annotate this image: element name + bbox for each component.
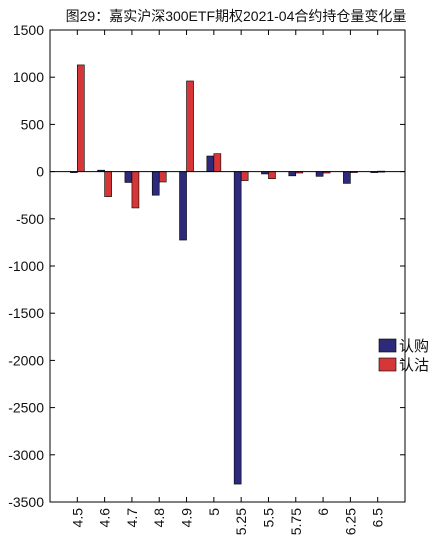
x-tick-label: 5.25 — [233, 508, 249, 535]
y-axis-ticks: 1500 1000 500 0 -500 -1000 -1500 -2000 -2500 -300… — [8, 22, 405, 510]
x-axis-ticks: 4.5 4.6 4.7 4.8 4.9 5 5.25 5.5 5.75 6 6.25 6.5 — [69, 30, 386, 535]
x-tick-label: 4.8 — [151, 508, 167, 528]
bar-call — [124, 171, 133, 183]
bar-put — [240, 171, 249, 181]
x-tick-label: 6 — [315, 508, 331, 516]
x-tick-label: 4.6 — [97, 508, 113, 528]
y-tick-label: 0 — [36, 164, 44, 180]
bar-put — [268, 171, 276, 179]
bar-call — [179, 171, 187, 241]
y-tick-label: -1000 — [8, 258, 44, 274]
legend-label: 认购 — [399, 338, 429, 355]
plot-frame — [49, 29, 406, 503]
bar-series-group — [70, 64, 385, 485]
x-tick-label: 4.9 — [179, 508, 195, 528]
y-tick-label: -2000 — [8, 352, 44, 368]
y-tick-label: 1500 — [13, 22, 44, 38]
x-tick-label: 5.5 — [260, 508, 276, 528]
bar-put — [186, 80, 194, 172]
bar-call — [288, 171, 297, 177]
x-tick-label: 5.75 — [288, 508, 304, 535]
chart-title: 图29：嘉实沪深300ETF期权2021-04合约持仓量变化量 — [66, 8, 407, 24]
bar-put — [131, 171, 140, 209]
y-tick-label: 500 — [21, 116, 45, 132]
bar-call — [315, 171, 324, 177]
bar-call — [206, 155, 215, 172]
x-tick-label: 6.25 — [342, 508, 358, 535]
y-tick-label: -1500 — [8, 305, 44, 321]
y-tick-label: 1000 — [13, 69, 44, 85]
y-tick-label: -3500 — [8, 494, 44, 510]
x-tick-label: 4.7 — [124, 508, 140, 528]
x-tick-label: 6.5 — [370, 508, 386, 528]
y-tick-label: -3000 — [8, 447, 44, 463]
y-tick-label: -2500 — [8, 400, 44, 416]
legend-label: 认沽 — [399, 357, 429, 374]
x-tick-label: 4.5 — [69, 508, 85, 528]
bar-call — [343, 171, 351, 184]
x-tick-label: 5 — [206, 508, 222, 516]
bar-put — [213, 153, 222, 172]
y-tick-label: -500 — [16, 211, 44, 227]
bar-put — [158, 171, 167, 183]
bar-call — [233, 171, 242, 485]
legend-swatch — [378, 357, 397, 372]
bar-call — [151, 171, 160, 196]
bar-put — [77, 64, 85, 172]
legend-swatch — [378, 338, 397, 353]
bar-put — [104, 171, 112, 197]
